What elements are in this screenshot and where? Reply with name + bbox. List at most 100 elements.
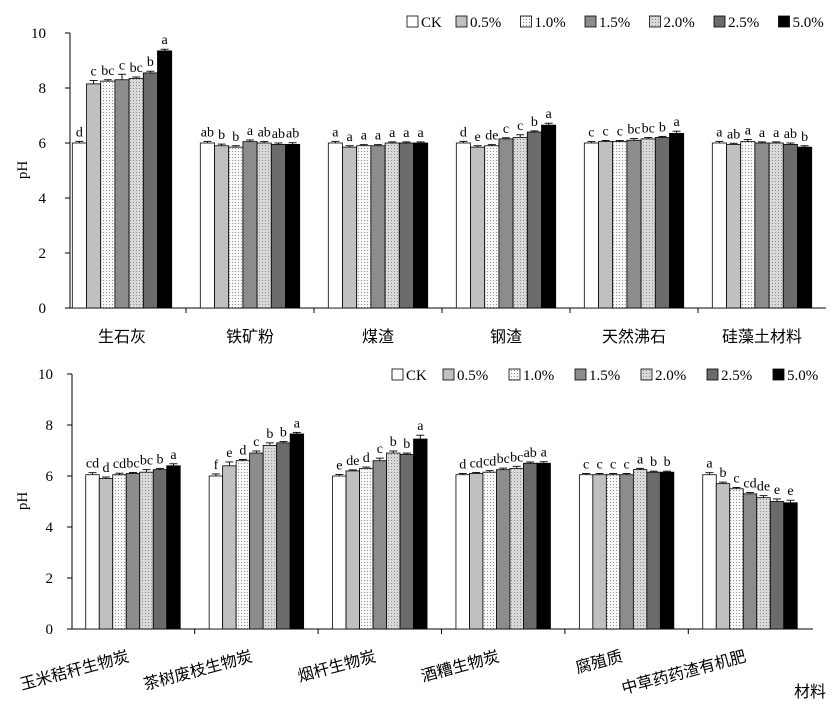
significance-letter: e xyxy=(474,130,480,145)
bar-series-4-category-5 xyxy=(756,497,771,630)
bar-series-3-category-0 xyxy=(125,473,141,630)
significance-letter: cd xyxy=(483,455,496,470)
significance-letter: e xyxy=(787,484,793,499)
bar-series-3-category-3 xyxy=(498,138,514,309)
x-category-label: 茶树废枝生物炭 xyxy=(142,647,255,693)
x-category-label: 硅藻土材料 xyxy=(722,328,802,346)
significance-letter: a xyxy=(417,126,424,141)
legend-label: CK xyxy=(421,15,442,31)
significance-letter: de xyxy=(346,454,359,469)
bar-series-1-category-4 xyxy=(598,141,614,309)
bar-series-5-category-0 xyxy=(142,72,158,309)
bar-series-4-category-3 xyxy=(509,467,524,630)
bar-series-3-category-1 xyxy=(242,141,258,309)
legend-label: 2.5% xyxy=(728,15,759,31)
bar-series-5-category-2 xyxy=(398,142,414,309)
significance-letter: b xyxy=(531,115,538,130)
legend-swatch xyxy=(713,15,726,28)
bar-series-3-category-2 xyxy=(370,145,386,309)
bar-series-5-category-1 xyxy=(276,442,291,630)
significance-letter: b xyxy=(664,455,671,470)
significance-letter: bc xyxy=(497,452,510,467)
significance-letter: a xyxy=(161,33,168,48)
legend-label: 2.5% xyxy=(721,368,752,384)
significance-letter: b xyxy=(650,455,657,470)
bar-series-0-category-3 xyxy=(455,142,471,309)
significance-letter: a xyxy=(346,130,353,145)
significance-letter: a xyxy=(375,129,382,144)
bar-series-4-category-5 xyxy=(768,142,784,309)
bar-series-4-category-4 xyxy=(640,138,656,309)
y-tick-label: 8 xyxy=(46,418,54,434)
significance-letter: d xyxy=(363,451,370,466)
significance-letter: c xyxy=(253,435,259,450)
bar-series-4-category-2 xyxy=(384,142,400,309)
x-category-label: 生石灰 xyxy=(98,328,146,346)
y-tick-label: 6 xyxy=(39,136,47,152)
significance-letter: a xyxy=(332,125,339,140)
bar-series-3-category-5 xyxy=(754,142,770,309)
bar-series-2-category-2 xyxy=(359,467,374,630)
bar-series-0-category-5 xyxy=(711,142,727,309)
significance-letter: cd xyxy=(470,456,483,471)
significance-letter: c xyxy=(617,125,623,140)
legend-swatch xyxy=(391,368,404,381)
significance-letter: b xyxy=(801,130,808,145)
y-tick-label: 2 xyxy=(46,571,54,587)
bar-series-0-category-0 xyxy=(71,142,87,309)
bar-series-6-category-1 xyxy=(289,433,305,630)
bar-series-2-category-1 xyxy=(235,460,251,630)
x-category-label: 天然沸石 xyxy=(602,328,666,346)
y-tick-label: 0 xyxy=(46,622,54,638)
bar-series-3-category-4 xyxy=(626,139,642,309)
bar-series-4-category-1 xyxy=(262,444,278,630)
bar-series-6-category-4 xyxy=(659,471,675,630)
bar-series-5-category-5 xyxy=(782,143,798,309)
legend-label: 2.0% xyxy=(655,368,686,384)
bar-series-0-category-4 xyxy=(578,474,594,630)
significance-letter: a xyxy=(773,126,780,141)
y-tick-label: 6 xyxy=(46,469,54,485)
significance-letter: b xyxy=(157,452,164,467)
y-tick-label: 10 xyxy=(38,367,53,383)
legend-swatch xyxy=(772,368,785,381)
y-tick-label: 4 xyxy=(46,520,54,536)
significance-letter: b xyxy=(390,435,397,450)
bar-series-1-category-5 xyxy=(726,143,742,309)
legend-swatch xyxy=(574,368,587,381)
significance-letter: b xyxy=(659,120,666,135)
bar-series-4-category-0 xyxy=(139,471,154,630)
bar-series-5-category-5 xyxy=(769,501,785,630)
bar-series-1-category-2 xyxy=(342,146,358,309)
significance-letter: a xyxy=(673,115,680,130)
significance-letter: bc xyxy=(140,454,153,469)
x-category-label: 中草药药渣有机肥 xyxy=(620,647,748,698)
significance-letter: a xyxy=(541,446,548,461)
significance-letter: c xyxy=(733,471,739,486)
significance-letter: bc xyxy=(101,64,114,79)
significance-letter: de xyxy=(757,480,770,495)
legend-swatch xyxy=(640,368,653,381)
significance-letter: c xyxy=(517,119,523,134)
bar-series-5-category-4 xyxy=(654,137,670,309)
y-tick-label: 2 xyxy=(39,246,47,262)
bar-series-0-category-1 xyxy=(199,142,215,309)
bar-series-4-category-4 xyxy=(632,469,648,630)
significance-letter: a xyxy=(637,452,644,467)
bar-series-3-category-5 xyxy=(742,493,758,630)
bar-series-4-category-2 xyxy=(386,452,401,630)
legend-label: CK xyxy=(406,368,427,384)
significance-letter: a xyxy=(389,126,396,141)
bar-series-0-category-0 xyxy=(85,474,100,630)
significance-letter: b xyxy=(280,426,287,441)
bar-series-6-category-1 xyxy=(285,143,301,309)
legend-label: 1.0% xyxy=(523,368,554,384)
bar-series-4-category-1 xyxy=(256,142,272,309)
bar-series-3-category-2 xyxy=(372,460,387,630)
x-axis-title: 材料 xyxy=(794,683,826,701)
significance-letter: c xyxy=(583,457,589,472)
significance-letter: ab xyxy=(272,127,285,142)
